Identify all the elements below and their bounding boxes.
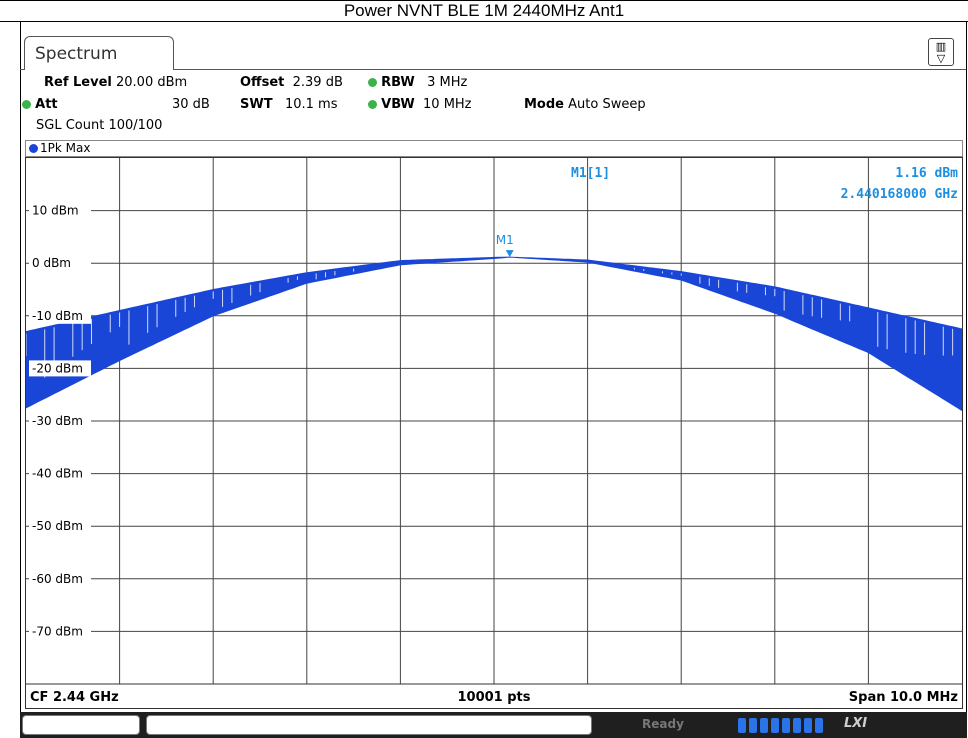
- tick-label-bg: [29, 570, 91, 587]
- rbw-label: RBW: [381, 75, 415, 90]
- status-message-field[interactable]: [146, 715, 592, 735]
- y-tick-label: -60 dBm: [32, 572, 83, 586]
- tick-label-bg: [29, 623, 91, 640]
- tab-divider: [20, 69, 25, 70]
- tab-divider: [174, 69, 966, 70]
- spectrum-plot[interactable]: 10 dBm 0 dBm -10 dBm -20 dBm -30 dBm -40 dBm -…: [25, 157, 963, 709]
- offset: Offset 2.39 dB: [240, 75, 343, 90]
- trace-label: 1Pk Max: [40, 141, 91, 155]
- status-dot-icon: [22, 100, 31, 109]
- y-tick-label: -50 dBm: [32, 519, 83, 533]
- y-tick-label: -10 dBm: [32, 309, 83, 323]
- rbw-value: 3 MHz: [427, 75, 468, 90]
- status-dot-icon: [368, 78, 377, 87]
- tick-label-bg: [29, 360, 91, 377]
- rbw: RBW 3 MHz: [368, 75, 467, 90]
- trace-indicator-icon: [29, 144, 38, 153]
- offset-label: Offset: [240, 75, 285, 90]
- progress-segment: [738, 718, 746, 733]
- marker-readout-label: M1[1]: [571, 166, 610, 181]
- status-field-left[interactable]: [22, 715, 140, 735]
- y-tick-label: 0 dBm: [32, 256, 71, 270]
- swt-value: 10.1 ms: [284, 97, 338, 112]
- lxi-logo: LXI: [844, 716, 868, 731]
- vbw-value: 10 MHz: [423, 97, 472, 112]
- status-dot-icon: [368, 100, 377, 109]
- mode-label: Mode: [524, 97, 564, 112]
- center-frequency: CF 2.44 GHz: [30, 690, 119, 705]
- att-value: 30 dB: [172, 97, 210, 112]
- ref-level: Ref Level 20.00 dBm: [44, 75, 187, 90]
- att-label: Att: [35, 97, 58, 112]
- ready-status: Ready: [642, 717, 684, 731]
- window-title: Power NVNT BLE 1M 2440MHz Ant1: [0, 0, 968, 22]
- trace-envelope: [26, 256, 962, 412]
- trace-header: 1Pk Max: [25, 140, 963, 157]
- spectrum-chart: 10 dBm 0 dBm -10 dBm -20 dBm -30 dBm -40 dBm -…: [26, 158, 962, 705]
- tick-label-bg: [29, 307, 91, 324]
- sweep-points: 10001 pts: [457, 690, 530, 705]
- mode-value: Auto Sweep: [568, 97, 646, 112]
- ref-level-value: 20.00 dBm: [116, 75, 188, 90]
- menu-icon[interactable]: ▥ ▽: [928, 38, 954, 66]
- tick-label-bg: [29, 413, 91, 429]
- vbw-label: VBW: [381, 97, 415, 112]
- progress-segment: [793, 718, 801, 733]
- vbw: VBW 10 MHz: [368, 97, 472, 112]
- att: Att: [22, 97, 58, 112]
- marker-label: M1: [496, 233, 514, 247]
- y-tick-label: -70 dBm: [32, 624, 83, 638]
- y-tick-label: -30 dBm: [32, 414, 83, 428]
- tick-label-bg: [29, 465, 91, 482]
- ref-level-label: Ref Level: [44, 75, 112, 90]
- tick-label-bg: [29, 518, 91, 535]
- sweep-mode: Mode Auto Sweep: [524, 97, 646, 112]
- swt: SWT 10.1 ms: [240, 97, 338, 112]
- frequency-span: Span 10.0 MHz: [849, 690, 958, 705]
- y-tick-label: -20 dBm: [32, 361, 83, 375]
- marker-triangle: [505, 250, 514, 258]
- swt-label: SWT: [240, 97, 273, 112]
- instrument-frame: [20, 22, 967, 738]
- progress-segment: [771, 718, 779, 733]
- tab-spectrum[interactable]: Spectrum: [24, 36, 174, 70]
- progress-segment: [782, 718, 790, 733]
- sweep-progress-icon: [738, 718, 830, 733]
- marker-readout-level: 1.16 dBm: [895, 166, 958, 181]
- progress-segment: [815, 718, 823, 733]
- tick-label-bg: [29, 202, 91, 219]
- tick-label-bg: [29, 255, 91, 272]
- progress-segment: [749, 718, 757, 733]
- progress-segment: [804, 718, 812, 733]
- progress-segment: [760, 718, 768, 733]
- y-tick-label: 10 dBm: [32, 204, 79, 218]
- sgl-count: SGL Count 100/100: [36, 118, 163, 133]
- offset-value: 2.39 dB: [292, 75, 343, 90]
- y-tick-label: -40 dBm: [32, 467, 83, 481]
- marker-readout-frequency: 2.440168000 GHz: [841, 187, 958, 202]
